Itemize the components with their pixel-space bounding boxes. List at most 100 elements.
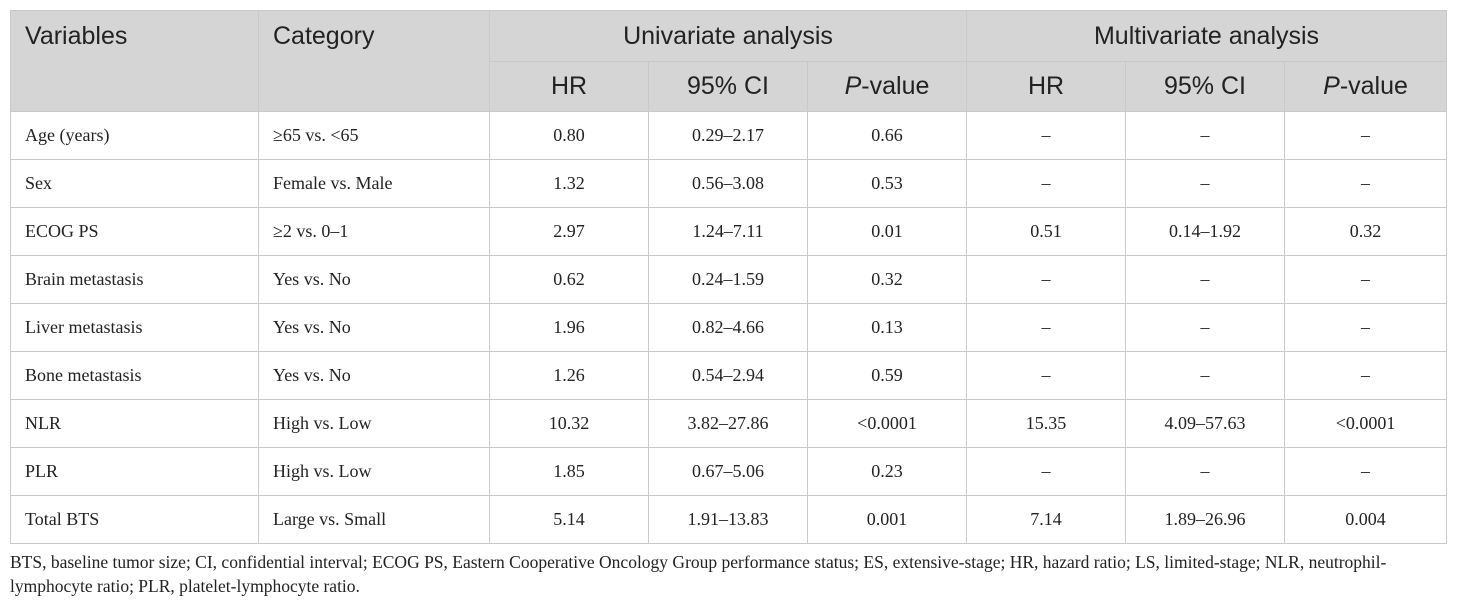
cell-multivariate-p: 0.32 bbox=[1283, 207, 1448, 256]
cell-multivariate-p: <0.0001 bbox=[1283, 399, 1448, 448]
cell-univariate-ci: 0.67–5.06 bbox=[648, 447, 808, 496]
table-header: Variables Category Univariate analysis M… bbox=[10, 10, 1448, 112]
header-univariate-analysis: Univariate analysis bbox=[489, 10, 967, 62]
header-category: Category bbox=[258, 10, 490, 112]
table-row: Total BTS Large vs. Small 5.14 1.91–13.8… bbox=[10, 495, 1448, 544]
cell-multivariate-hr: 0.51 bbox=[966, 207, 1126, 256]
cell-univariate-hr: 1.26 bbox=[489, 351, 649, 400]
cell-multivariate-p: – bbox=[1283, 447, 1448, 496]
cell-multivariate-ci: – bbox=[1125, 111, 1285, 160]
cell-variable: PLR bbox=[10, 447, 259, 496]
table-row: NLR High vs. Low 10.32 3.82–27.86 <0.000… bbox=[10, 399, 1448, 448]
cell-univariate-p: 0.53 bbox=[807, 159, 967, 208]
cell-variable: Total BTS bbox=[10, 495, 259, 544]
cell-variable: Sex bbox=[10, 159, 259, 208]
cell-univariate-ci: 0.29–2.17 bbox=[648, 111, 808, 160]
cell-univariate-hr: 0.80 bbox=[489, 111, 649, 160]
cell-category: Yes vs. No bbox=[258, 351, 490, 400]
cell-variable: Liver metastasis bbox=[10, 303, 259, 352]
cell-variable: Bone metastasis bbox=[10, 351, 259, 400]
table-row: Age (years) ≥65 vs. <65 0.80 0.29–2.17 0… bbox=[10, 111, 1448, 160]
cell-multivariate-ci: 0.14–1.92 bbox=[1125, 207, 1285, 256]
header-univariate-hr: HR bbox=[489, 61, 649, 112]
cell-multivariate-ci: – bbox=[1125, 255, 1285, 304]
cell-multivariate-p: – bbox=[1283, 303, 1448, 352]
cell-univariate-ci: 0.82–4.66 bbox=[648, 303, 808, 352]
table-footnote: BTS, baseline tumor size; CI, confidenti… bbox=[10, 552, 1387, 596]
cell-univariate-ci: 1.24–7.11 bbox=[648, 207, 808, 256]
table-body: Age (years) ≥65 vs. <65 0.80 0.29–2.17 0… bbox=[10, 111, 1448, 544]
cell-multivariate-hr: – bbox=[966, 255, 1126, 304]
cell-univariate-hr: 5.14 bbox=[489, 495, 649, 544]
cell-univariate-p: 0.01 bbox=[807, 207, 967, 256]
p-value-suffix: -value bbox=[1339, 72, 1408, 100]
cell-multivariate-ci: – bbox=[1125, 447, 1285, 496]
cell-univariate-hr: 10.32 bbox=[489, 399, 649, 448]
cell-category: Large vs. Small bbox=[258, 495, 490, 544]
header-variables: Variables bbox=[10, 10, 259, 112]
cell-multivariate-ci: 4.09–57.63 bbox=[1125, 399, 1285, 448]
cell-univariate-p: 0.13 bbox=[807, 303, 967, 352]
table-row: PLR High vs. Low 1.85 0.67–5.06 0.23 – –… bbox=[10, 447, 1448, 496]
cell-univariate-p: 0.32 bbox=[807, 255, 967, 304]
cell-variable: Age (years) bbox=[10, 111, 259, 160]
cell-multivariate-p: – bbox=[1283, 159, 1448, 208]
cell-category: Yes vs. No bbox=[258, 303, 490, 352]
cell-univariate-hr: 1.85 bbox=[489, 447, 649, 496]
header-univariate-ci: 95% CI bbox=[648, 61, 808, 112]
cell-univariate-hr: 1.96 bbox=[489, 303, 649, 352]
cell-univariate-p: 0.66 bbox=[807, 111, 967, 160]
table-row: Sex Female vs. Male 1.32 0.56–3.08 0.53 … bbox=[10, 159, 1448, 208]
header-multivariate-ci: 95% CI bbox=[1125, 61, 1285, 112]
p-italic-label: P bbox=[844, 72, 862, 100]
p-value-suffix: -value bbox=[861, 72, 930, 100]
cell-category: ≥65 vs. <65 bbox=[258, 111, 490, 160]
cell-univariate-ci: 0.24–1.59 bbox=[648, 255, 808, 304]
header-multivariate-analysis: Multivariate analysis bbox=[965, 10, 1448, 62]
table-row: Brain metastasis Yes vs. No 0.62 0.24–1.… bbox=[10, 255, 1448, 304]
cell-multivariate-p: – bbox=[1283, 255, 1448, 304]
cell-univariate-hr: 0.62 bbox=[489, 255, 649, 304]
table-container: Variables Category Univariate analysis M… bbox=[10, 10, 1448, 598]
cell-variable: NLR bbox=[10, 399, 259, 448]
cell-univariate-p: <0.0001 bbox=[807, 399, 967, 448]
cell-category: High vs. Low bbox=[258, 399, 490, 448]
cell-univariate-ci: 0.54–2.94 bbox=[648, 351, 808, 400]
cell-univariate-ci: 1.91–13.83 bbox=[648, 495, 808, 544]
cell-multivariate-ci: – bbox=[1125, 159, 1285, 208]
cell-multivariate-ci: – bbox=[1125, 351, 1285, 400]
cell-multivariate-p: – bbox=[1283, 111, 1448, 160]
cell-multivariate-hr: – bbox=[966, 447, 1126, 496]
cell-univariate-p: 0.23 bbox=[807, 447, 967, 496]
cell-univariate-ci: 3.82–27.86 bbox=[648, 399, 808, 448]
cell-univariate-hr: 2.97 bbox=[489, 207, 649, 256]
cell-multivariate-hr: 7.14 bbox=[966, 495, 1126, 544]
cell-category: Yes vs. No bbox=[258, 255, 490, 304]
header-univariate-p-value: P-value bbox=[807, 61, 967, 112]
cell-multivariate-hr: – bbox=[966, 111, 1126, 160]
results-table: Variables Category Univariate analysis M… bbox=[10, 10, 1448, 544]
cell-univariate-ci: 0.56–3.08 bbox=[648, 159, 808, 208]
cell-variable: Brain metastasis bbox=[10, 255, 259, 304]
cell-multivariate-p: 0.004 bbox=[1283, 495, 1448, 544]
cell-multivariate-ci: – bbox=[1125, 303, 1285, 352]
cell-univariate-p: 0.001 bbox=[807, 495, 967, 544]
cell-category: Female vs. Male bbox=[258, 159, 490, 208]
cell-multivariate-hr: – bbox=[966, 303, 1126, 352]
cell-multivariate-hr: 15.35 bbox=[966, 399, 1126, 448]
cell-category: High vs. Low bbox=[258, 447, 490, 496]
header-multivariate-hr: HR bbox=[966, 61, 1126, 112]
table-row: ECOG PS ≥2 vs. 0–1 2.97 1.24–7.11 0.01 0… bbox=[10, 207, 1448, 256]
table-row: Bone metastasis Yes vs. No 1.26 0.54–2.9… bbox=[10, 351, 1448, 400]
p-italic-label: P bbox=[1323, 72, 1340, 100]
cell-univariate-hr: 1.32 bbox=[489, 159, 649, 208]
cell-variable: ECOG PS bbox=[10, 207, 259, 256]
cell-multivariate-hr: – bbox=[966, 159, 1126, 208]
cell-category: ≥2 vs. 0–1 bbox=[258, 207, 490, 256]
header-multivariate-p-value: P-value bbox=[1283, 61, 1448, 112]
cell-multivariate-ci: 1.89–26.96 bbox=[1125, 495, 1285, 544]
table-row: Liver metastasis Yes vs. No 1.96 0.82–4.… bbox=[10, 303, 1448, 352]
cell-multivariate-p: – bbox=[1283, 351, 1448, 400]
cell-multivariate-hr: – bbox=[966, 351, 1126, 400]
cell-univariate-p: 0.59 bbox=[807, 351, 967, 400]
